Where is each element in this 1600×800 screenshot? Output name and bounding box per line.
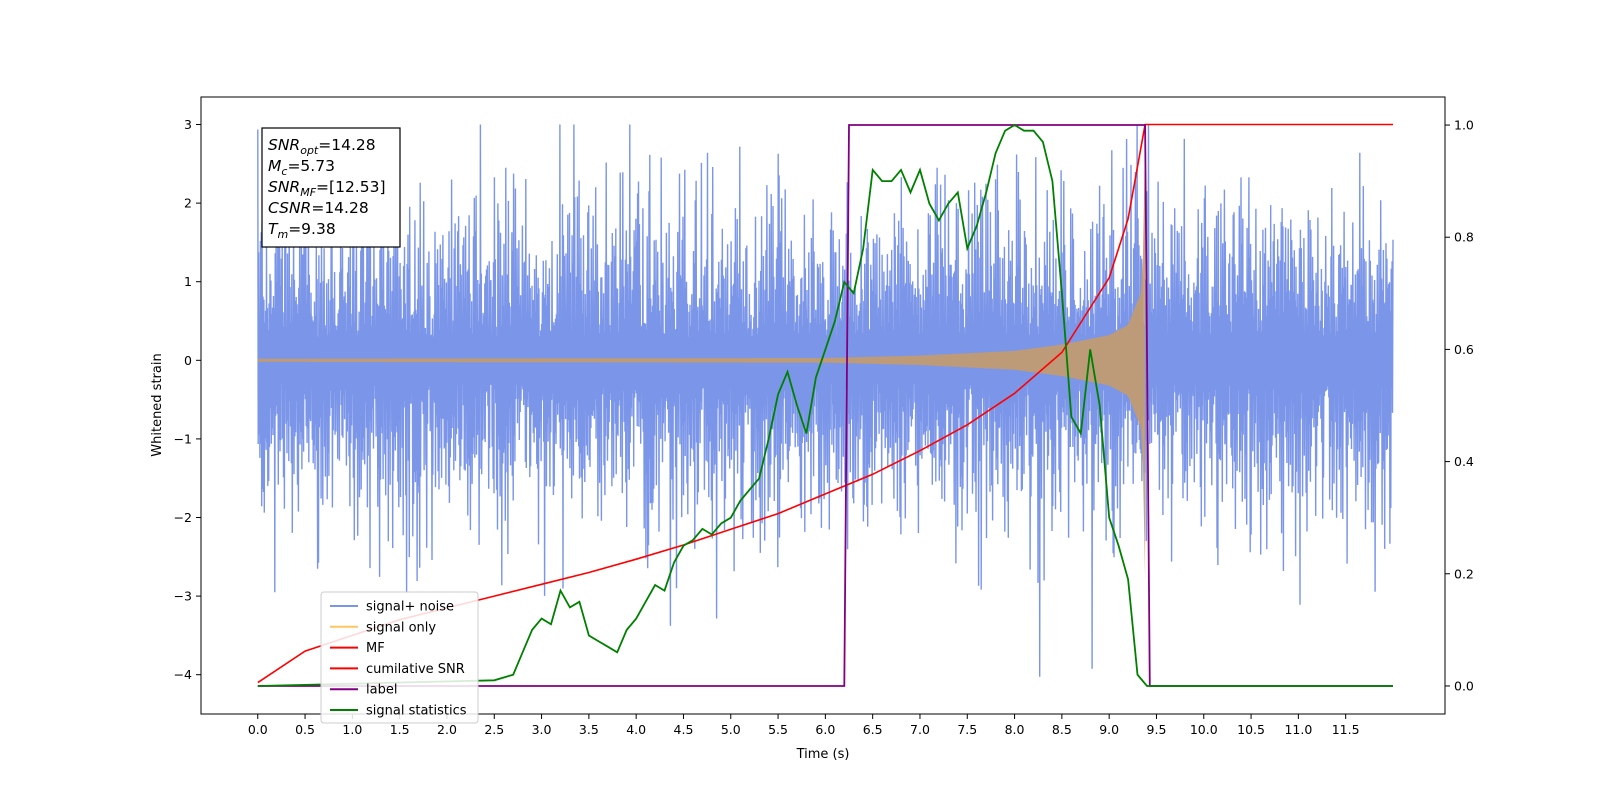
legend: signal+ noise signal only MF cumilative SNR… [320, 591, 479, 724]
y-tick-label: −4 [174, 667, 192, 682]
legend-frame [320, 591, 479, 724]
series-signal-only-fill [257, 140, 1146, 581]
y-tick-label: 2 [184, 196, 192, 211]
y2-tick-label: 0.2 [1454, 566, 1474, 581]
x-tick-label: 6.5 [863, 722, 883, 737]
x-tick-label: 9.5 [1147, 722, 1167, 737]
y-tick-label: 3 [184, 117, 192, 132]
stats-line: Tm=9.38 [268, 220, 336, 241]
y2-tick-label: 0.4 [1454, 454, 1474, 469]
series-signal-statistics-line [257, 123, 1393, 687]
x-tick-label: 3.5 [579, 722, 599, 737]
y2-tick-label: 0.8 [1454, 230, 1474, 245]
y2-tick-label: 0.0 [1454, 678, 1474, 693]
x-tick-label: 1.0 [342, 722, 362, 737]
x-tick-label: 4.5 [674, 722, 694, 737]
x-tick-label: 0.5 [295, 722, 315, 737]
x-tick-label: 8.0 [1005, 722, 1025, 737]
legend-label: MF [366, 641, 385, 656]
plot-frame [200, 96, 1446, 715]
stats-line: SNRopt=14.28 [268, 136, 376, 157]
legend-label: signal only [366, 620, 436, 635]
x-tick-label: 7.5 [957, 722, 977, 737]
y-tick-label: 1 [184, 274, 192, 289]
x-tick-label: 10.0 [1190, 722, 1218, 737]
stats-line: Mc=5.73 [268, 157, 335, 178]
y2-tick-label: 0.6 [1454, 342, 1474, 357]
x-tick-label: 11.0 [1284, 722, 1312, 737]
x-tick-label: 1.5 [390, 722, 410, 737]
y-tick-label: −3 [174, 589, 192, 604]
legend-label: signal+ noise [366, 600, 454, 615]
stats-line: CSNR=14.28 [268, 199, 369, 217]
y-tick-label: −1 [174, 431, 192, 446]
stats-line: SNRMF=[12.53] [268, 178, 386, 199]
x-tick-label: 2.0 [437, 722, 457, 737]
stats-box-frame [261, 127, 401, 248]
y-axis-title: Whitened strain [150, 353, 165, 456]
x-tick-label: 2.5 [484, 722, 504, 737]
x-tick-label: 6.0 [815, 722, 835, 737]
x-tick-label: 10.5 [1237, 722, 1265, 737]
x-tick-label: 11.5 [1332, 722, 1360, 737]
legend-label: label [366, 683, 397, 698]
series-signal-noise-line [257, 124, 1394, 677]
stats-annotation-box: SNRopt=14.28Mc=5.73SNRMF=[12.53]CSNR=14.… [261, 127, 401, 248]
x-tick-label: 5.0 [721, 722, 741, 737]
x-tick-label: 9.0 [1099, 722, 1119, 737]
y2-tick-label: 1.0 [1454, 118, 1474, 133]
axes: 0.0 0.5 1.0 1.5 2.0 2.5 3.0 3.5 4.0 4.5 5.0 5.5 6.0 6… [174, 117, 1474, 737]
y-tick-label: 0 [184, 353, 192, 368]
x-tick-label: 5.5 [768, 722, 788, 737]
x-axis-title: Time (s) [796, 747, 850, 762]
legend-label: signal statistics [366, 704, 467, 719]
x-tick-label: 8.5 [1052, 722, 1072, 737]
x-tick-label: 3.0 [532, 722, 552, 737]
x-tick-label: 7.0 [910, 722, 930, 737]
y-tick-label: −2 [174, 510, 192, 525]
x-tick-label: 4.0 [626, 722, 646, 737]
legend-label: cumilative SNR [366, 662, 465, 677]
x-tick-label: 0.0 [248, 722, 268, 737]
